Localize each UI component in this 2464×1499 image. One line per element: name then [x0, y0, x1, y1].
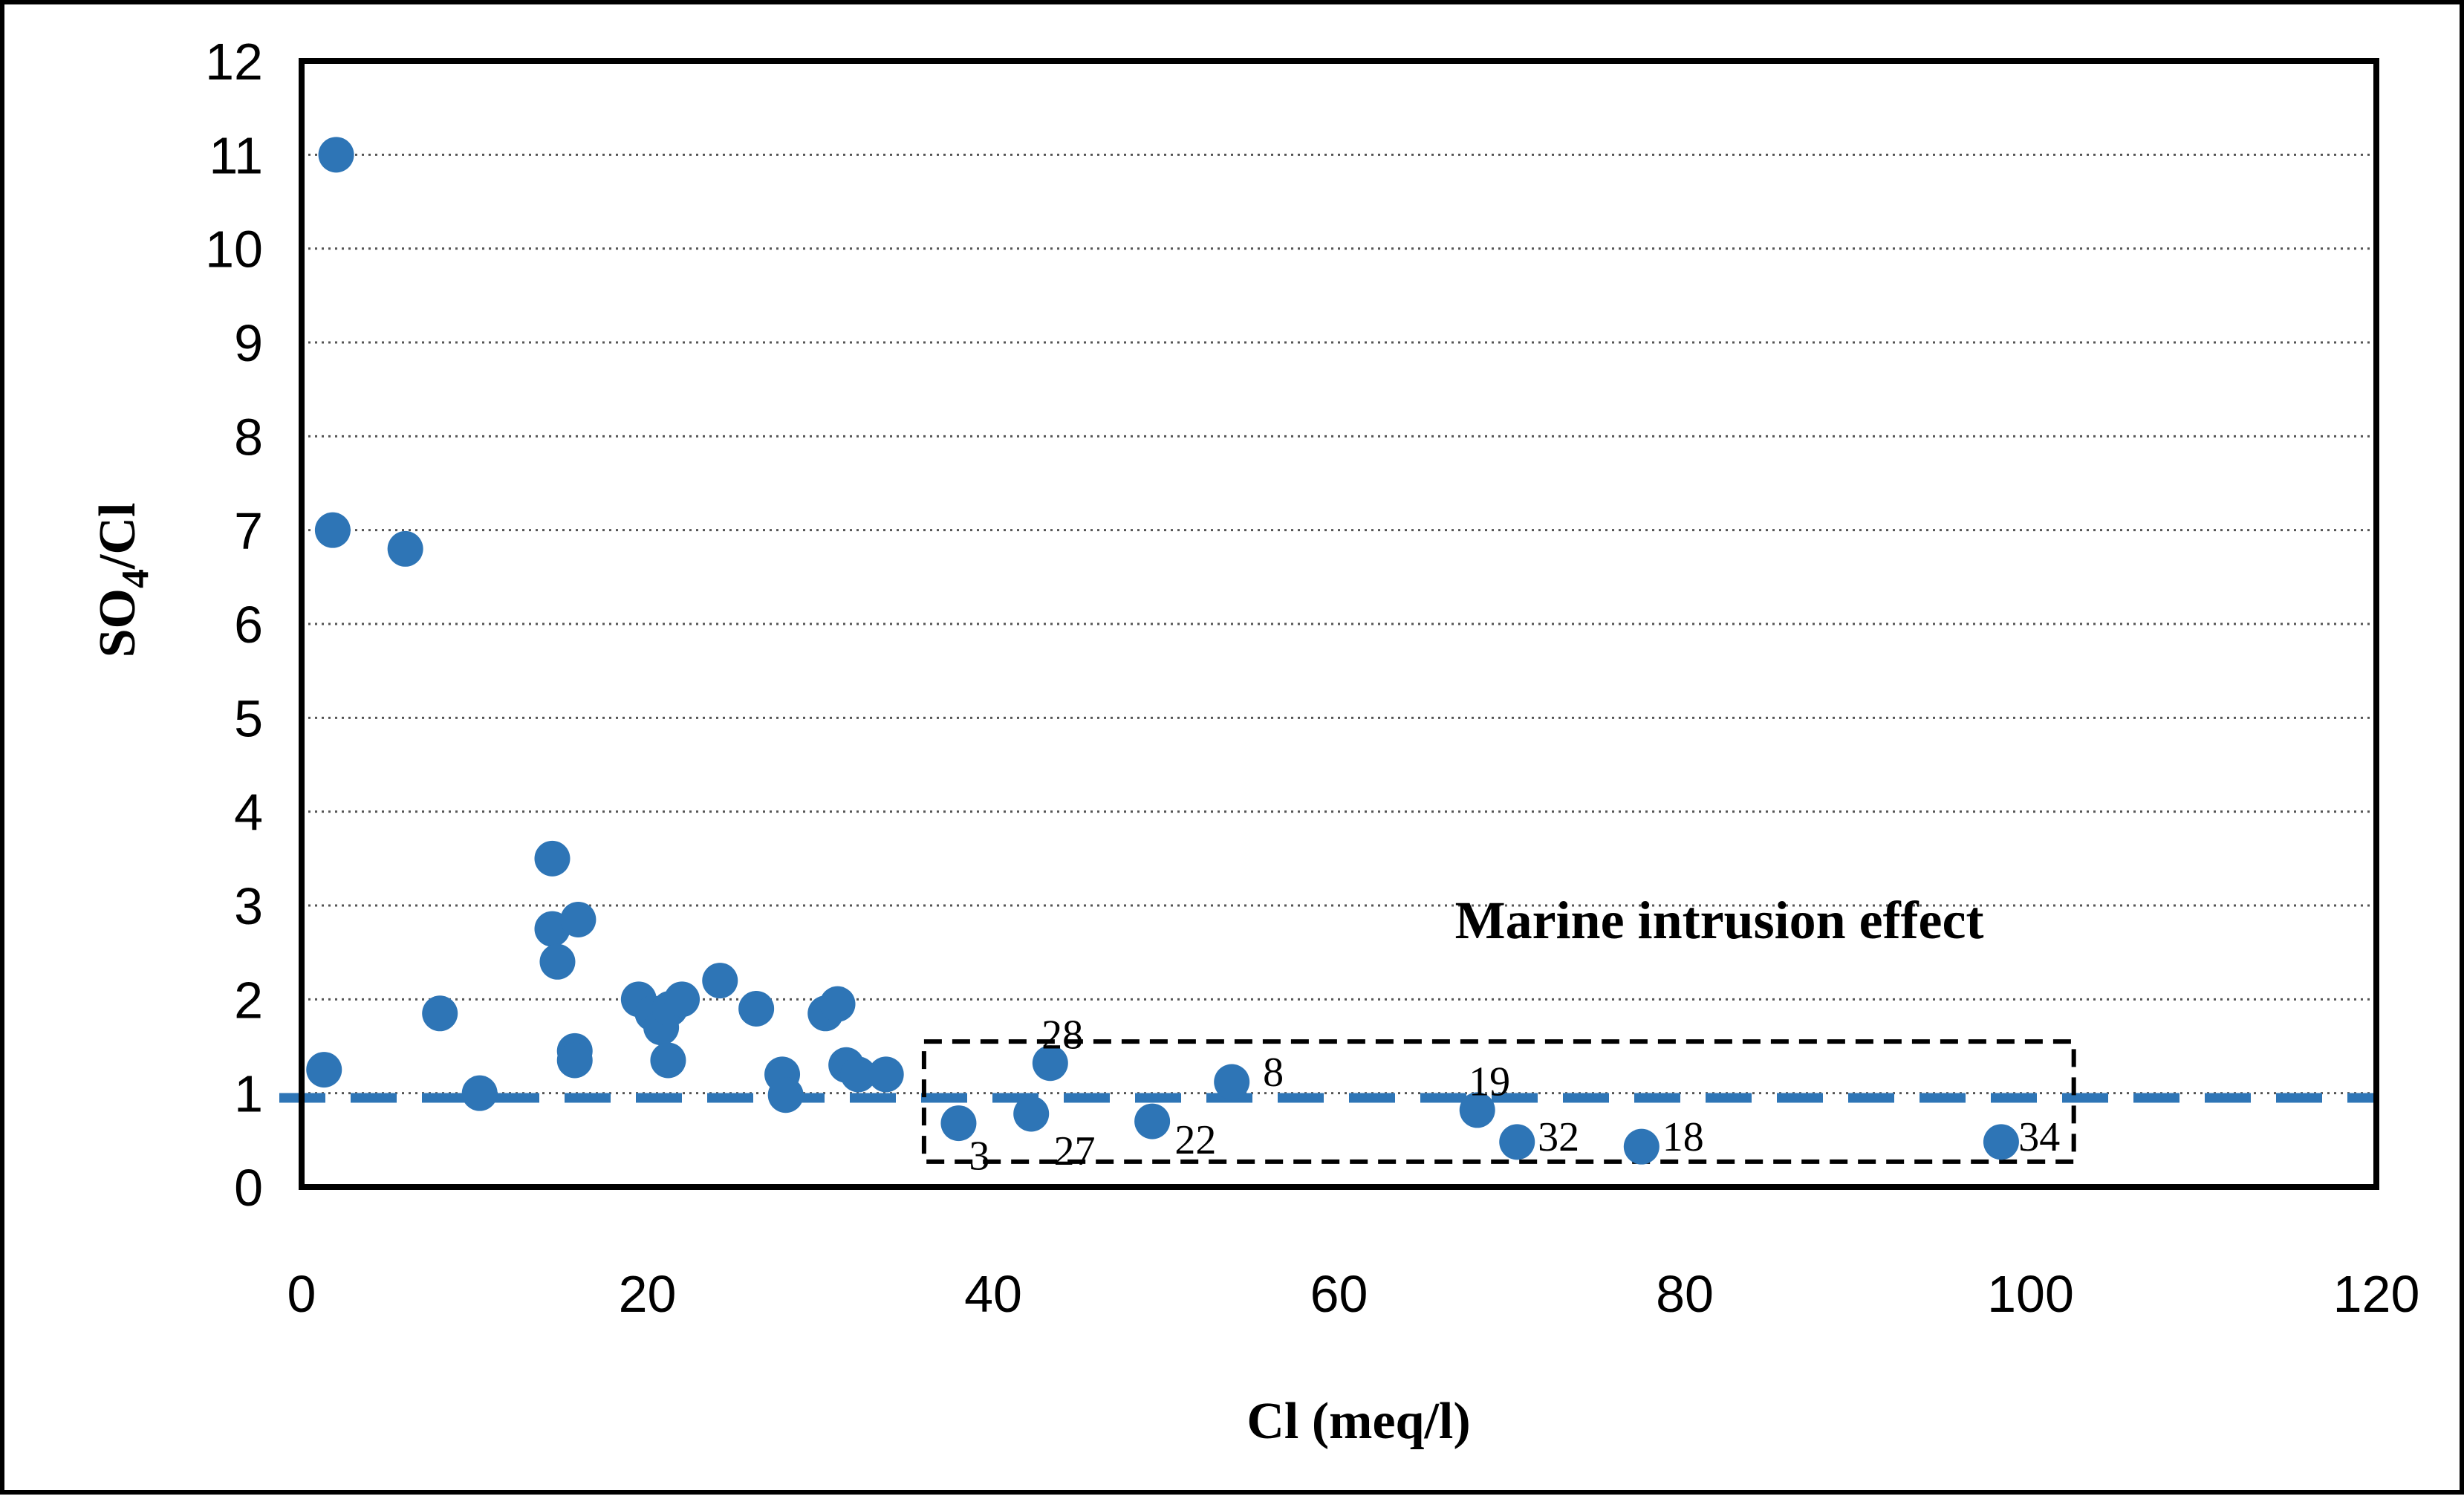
point-label: 3 [969, 1133, 989, 1179]
data-point [534, 840, 571, 877]
point-labels: 3 27 28 22 8 19 32 18 34 [969, 1012, 2060, 1179]
data-point [539, 943, 576, 980]
data-point [306, 1052, 342, 1088]
data-point [819, 986, 856, 1022]
y-tick-label: 1 [234, 1065, 263, 1123]
data-point [1983, 1124, 2019, 1160]
data-point [1623, 1128, 1660, 1165]
x-tick-label: 20 [619, 1265, 677, 1323]
data-point [1499, 1124, 1535, 1160]
data-point [767, 1077, 804, 1113]
data-point [387, 530, 423, 567]
data-point [868, 1056, 904, 1093]
point-label: 27 [1053, 1128, 1095, 1174]
y-tick-label: 7 [234, 502, 263, 560]
point-label: 18 [1662, 1114, 1704, 1160]
y-axis-title-part: /Cl [89, 503, 146, 570]
data-point [560, 901, 597, 937]
y-tick-label: 11 [209, 126, 263, 184]
data-points [306, 137, 2019, 1165]
data-point [1459, 1092, 1495, 1128]
point-label: 28 [1041, 1012, 1083, 1058]
annotation-box [921, 1039, 2076, 1164]
y-tick-label: 9 [234, 314, 263, 372]
x-tick-label: 120 [2333, 1265, 2420, 1323]
y-axis-title-subscript: 4 [114, 569, 157, 588]
y-tick-label: 5 [234, 689, 263, 747]
y-tick-label: 3 [234, 877, 263, 935]
y-tick-label: 2 [234, 971, 263, 1029]
data-point [422, 995, 458, 1032]
data-point [650, 1042, 686, 1079]
point-label: 19 [1469, 1059, 1510, 1105]
point-label: 8 [1263, 1050, 1284, 1096]
data-point [556, 1042, 593, 1079]
y-axis-title-part: SO [89, 588, 146, 657]
y-tick-label: 6 [234, 596, 263, 654]
data-point [702, 963, 738, 999]
data-point [314, 512, 351, 548]
y-tick-label: 0 [234, 1159, 263, 1217]
data-point [738, 990, 775, 1027]
point-label: 32 [1538, 1114, 1579, 1160]
x-tick-label: 100 [1987, 1265, 2074, 1323]
point-label: 34 [2018, 1114, 2060, 1160]
x-tick-label: 60 [1310, 1265, 1368, 1323]
x-tick-label: 0 [287, 1265, 316, 1323]
point-label: 22 [1174, 1117, 1216, 1163]
data-point [461, 1075, 498, 1111]
y-tick-label: 4 [234, 784, 263, 842]
data-point [1013, 1096, 1050, 1132]
y-tick-label: 8 [234, 408, 263, 466]
y-tick-label: 12 [205, 33, 263, 91]
data-point [1134, 1103, 1171, 1139]
x-tick-label: 80 [1656, 1265, 1714, 1323]
x-axis-title: Cl (meq/l) [1246, 1393, 1470, 1450]
data-point [840, 1056, 877, 1093]
annotation-text: Marine intrusion effect [1455, 891, 1984, 950]
y-axis-title: SO4/Cl [89, 503, 157, 658]
data-point [940, 1105, 977, 1142]
data-point [1032, 1045, 1068, 1082]
data-point [318, 137, 354, 173]
y-tick-label: 10 [205, 221, 263, 279]
data-point [1214, 1064, 1250, 1100]
x-tick-label: 40 [964, 1265, 1022, 1323]
plot-frame [299, 58, 2379, 1190]
data-point [664, 981, 700, 1018]
annotation-box-group [921, 1039, 2076, 1164]
gridlines [302, 153, 2376, 1095]
